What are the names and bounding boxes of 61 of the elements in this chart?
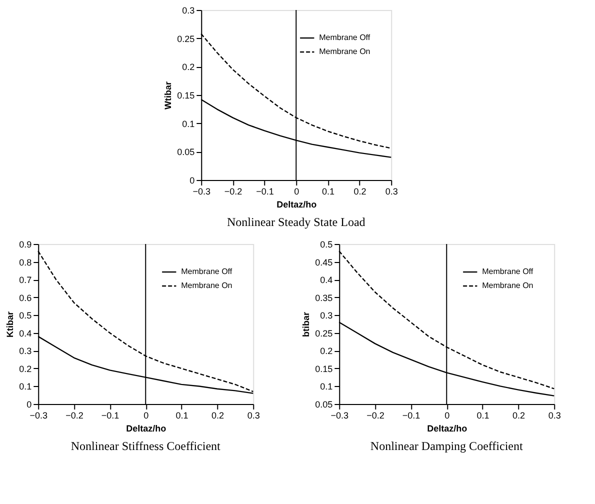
y-axis-title: Wtibar xyxy=(163,81,174,110)
x-tick-label: 0.2 xyxy=(212,410,224,420)
x-tick-label: 0.3 xyxy=(247,410,260,420)
y-tick-label: 0.15 xyxy=(177,90,195,100)
text: Nonlinear Stiffness Coefficient xyxy=(70,439,222,453)
y-tick-label: 0.3 xyxy=(182,6,195,16)
y-tick-label: 0.3 xyxy=(320,310,333,321)
y-tick-label: 0.6 xyxy=(19,292,32,303)
y-tick-label: 0.05 xyxy=(315,400,333,410)
y-tick-label: 0.15 xyxy=(315,364,333,374)
y-axis-title: btibar xyxy=(301,312,312,338)
y-tick-label: 0.5 xyxy=(19,310,32,321)
y-tick-label: 0.1 xyxy=(19,382,32,392)
y-tick-label: 0.25 xyxy=(315,328,333,338)
legend-label: Membrane Off xyxy=(181,267,233,276)
y-tick-label: 0.2 xyxy=(182,62,195,72)
y-tick-label: 0 xyxy=(26,400,32,410)
y-tick-label: 0.45 xyxy=(315,257,333,268)
y-tick-label: 0 xyxy=(190,176,195,186)
x-tick-label: −0.2 xyxy=(366,410,384,420)
x-tick-label: −0.1 xyxy=(402,410,420,420)
y-tick-label: 0.4 xyxy=(19,328,32,338)
y-tick-label: 0.1 xyxy=(182,118,195,129)
x-tick-label: −0.1 xyxy=(256,186,274,196)
x-axis-title: Deltaz/ho xyxy=(126,424,167,434)
x-axis-title: Deltaz/ho xyxy=(276,200,318,210)
legend-label: Membrane On xyxy=(482,281,534,290)
x-tick-label: 0.2 xyxy=(512,410,526,420)
x-tick-label: 0.2 xyxy=(354,186,366,196)
y-tick-label: 0.4 xyxy=(320,275,333,286)
x-tick-label: −0.2 xyxy=(224,186,242,196)
y-tick-label: 0.25 xyxy=(177,34,195,44)
text: Nonlinear Damping Coefficient xyxy=(370,439,524,453)
x-tick-label: 0.1 xyxy=(476,410,490,420)
y-tick-label: 0.7 xyxy=(19,275,32,286)
x-tick-label: 0.3 xyxy=(548,410,561,420)
x-axis-title: Deltaz/ho xyxy=(427,424,468,434)
x-tick-label: −0.2 xyxy=(66,410,84,420)
y-tick-label: 0.9 xyxy=(19,240,32,250)
y-tick-label: 0.35 xyxy=(315,292,333,303)
legend-label: Membrane Off xyxy=(482,267,534,276)
x-tick-label: −0.1 xyxy=(101,410,120,420)
y-tick-label: 0.2 xyxy=(19,364,32,374)
y-axis-title: Ktibar xyxy=(5,311,16,338)
legend-label: Membrane On xyxy=(181,281,232,290)
y-tick-label: 0.5 xyxy=(320,240,333,250)
x-tick-label: −0.3 xyxy=(30,410,48,420)
x-tick-label: 0 xyxy=(144,410,149,420)
y-tick-label: 0.3 xyxy=(19,346,32,356)
x-tick-label: −0.3 xyxy=(192,186,211,196)
x-tick-label: 0 xyxy=(444,410,450,420)
legend-label: Membrane On xyxy=(319,47,370,56)
y-tick-label: 0.1 xyxy=(320,382,333,392)
x-tick-label: 0 xyxy=(294,186,300,196)
text: Nonlinear Steady State Load xyxy=(226,215,366,229)
x-tick-label: −0.3 xyxy=(330,410,349,420)
x-tick-label: 0.3 xyxy=(385,186,398,196)
legend-label: Membrane Off xyxy=(319,33,371,42)
y-tick-label: 0.2 xyxy=(320,346,333,356)
y-tick-label: 0.8 xyxy=(19,257,32,268)
y-tick-label: 0.05 xyxy=(177,147,195,158)
